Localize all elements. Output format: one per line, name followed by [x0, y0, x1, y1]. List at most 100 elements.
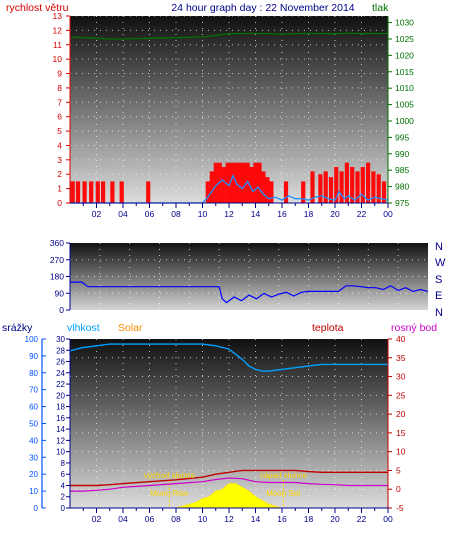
pressure-y-tick-label: 1015: [395, 67, 414, 77]
direction-y-tick-label: 0: [59, 305, 64, 315]
humidity-y-tick-label: 4: [61, 481, 66, 490]
pressure-line: [69, 32, 389, 40]
humidity-y-tick-label: 10: [56, 448, 65, 457]
compass-label: W: [435, 257, 446, 269]
gust-bar: [339, 171, 344, 203]
humidity-y-tick-label: 6: [61, 470, 66, 479]
wind-y-tick-label: 11: [53, 40, 62, 50]
x-tick-label: 08: [171, 514, 181, 524]
gust-bar: [95, 181, 100, 203]
chart-title: 24 hour graph day : 22 November 2014: [171, 2, 354, 14]
gust-bar: [350, 167, 355, 203]
rain-y-tick-label: 60: [29, 403, 38, 412]
gust-bar: [310, 171, 315, 203]
temperature-y-tick-label: 20: [396, 409, 406, 419]
compass-label: S: [435, 274, 442, 286]
gust-bar: [360, 167, 365, 203]
wind-y-tick-label: 7: [57, 97, 62, 107]
gust-bar: [233, 162, 238, 203]
humidity-line: [69, 343, 388, 372]
avg-wind-line: [70, 174, 389, 204]
rain-y-tick-label: 10: [29, 487, 38, 496]
temperature-y-tick-label: 25: [396, 390, 406, 400]
gust-bar: [110, 181, 115, 203]
rain-y-tick-label: 100: [25, 335, 39, 344]
direction-y-tick-label: 90: [55, 288, 65, 298]
x-tick-label: 04: [118, 514, 128, 524]
gust-bar: [253, 162, 258, 203]
temperature-y-tick-label: 5: [396, 465, 401, 475]
humidity-y-tick-label: 18: [56, 403, 65, 412]
x-tick-label: 16: [277, 514, 287, 524]
x-tick-label: 10: [198, 209, 208, 219]
gust-bar: [75, 181, 81, 203]
x-tick-label: 08: [171, 209, 181, 219]
pressure-y-tick-label: 990: [395, 149, 409, 159]
gust-bar: [355, 171, 360, 203]
wind-y-tick-label: 4: [57, 140, 62, 150]
rain-y-tick-label: 30: [29, 453, 38, 462]
gust-bar: [89, 181, 94, 203]
x-tick-label: 20: [330, 209, 340, 219]
x-tick-label: 18: [304, 209, 314, 219]
compass-label: N: [435, 241, 443, 253]
pressure-y-tick-label: 1005: [395, 100, 414, 110]
gust-bar: [119, 181, 124, 203]
gust-bar: [344, 162, 349, 203]
direction-y-tick-label: 270: [50, 255, 64, 265]
wind-y-tick-label: 8: [57, 83, 62, 93]
pressure-y-tick-label: 975: [395, 198, 409, 208]
x-tick-label: 14: [251, 514, 261, 524]
x-tick-label: 14: [251, 209, 261, 219]
x-tick-label: 18: [304, 514, 314, 524]
x-tick-label: 12: [224, 209, 234, 219]
dew-point-line: [70, 477, 388, 492]
direction-plot-area: [70, 243, 428, 310]
x-tick-label: 04: [118, 209, 128, 219]
pressure-y-tick-label: 1010: [395, 83, 414, 93]
x-tick-label: 00: [383, 209, 393, 219]
gust-bar: [257, 162, 262, 203]
marker-label: východ slunce: [144, 471, 195, 480]
gust-bar: [265, 177, 270, 203]
pressure-y-tick-label: 1000: [395, 116, 414, 126]
gust-bar: [225, 162, 230, 203]
x-tick-label: 10: [198, 514, 208, 524]
pressure-y-tick-label: 995: [395, 132, 409, 142]
humidity-y-tick-label: 22: [56, 380, 65, 389]
gust-bar: [146, 181, 151, 203]
humidity-y-tick-label: 8: [61, 459, 66, 468]
gust-bar: [371, 171, 376, 203]
rain-label: srážky: [2, 322, 33, 334]
temperature-y-tick-label: 10: [396, 447, 406, 457]
pressure-label: tlak: [372, 2, 389, 14]
marker-label: Moon Rise: [150, 489, 189, 498]
gust-bar: [328, 177, 334, 203]
humidity-y-tick-label: 16: [56, 414, 65, 423]
gust-bar: [381, 181, 387, 203]
gust-bar: [229, 162, 234, 203]
gust-bar: [283, 181, 289, 203]
solar-area: [175, 483, 283, 509]
wind-y-tick-label: 13: [53, 11, 63, 21]
rain-y-tick-label: 40: [29, 436, 38, 445]
x-tick-label: 00: [383, 514, 393, 524]
temperature-y-tick-label: 0: [396, 484, 401, 494]
compass-label: E: [435, 290, 442, 302]
wind-y-tick-label: 6: [57, 112, 62, 122]
dew-point-label: rosný bod: [391, 322, 437, 334]
gust-bar: [245, 162, 250, 203]
humidity-y-tick-label: 12: [56, 436, 65, 445]
temperature-line: [70, 469, 388, 487]
humidity-y-tick-label: 30: [56, 335, 65, 344]
humidity-label: vlhkost: [67, 322, 100, 334]
gust-bar: [334, 167, 339, 203]
temperature-y-tick-label: 30: [396, 372, 406, 382]
wind-y-tick-label: 0: [57, 198, 62, 208]
pressure-y-tick-label: 1020: [395, 50, 414, 60]
wind-y-tick-label: 3: [57, 155, 62, 165]
wind-y-tick-label: 2: [57, 169, 62, 179]
humidity-y-tick-label: 26: [56, 358, 65, 367]
